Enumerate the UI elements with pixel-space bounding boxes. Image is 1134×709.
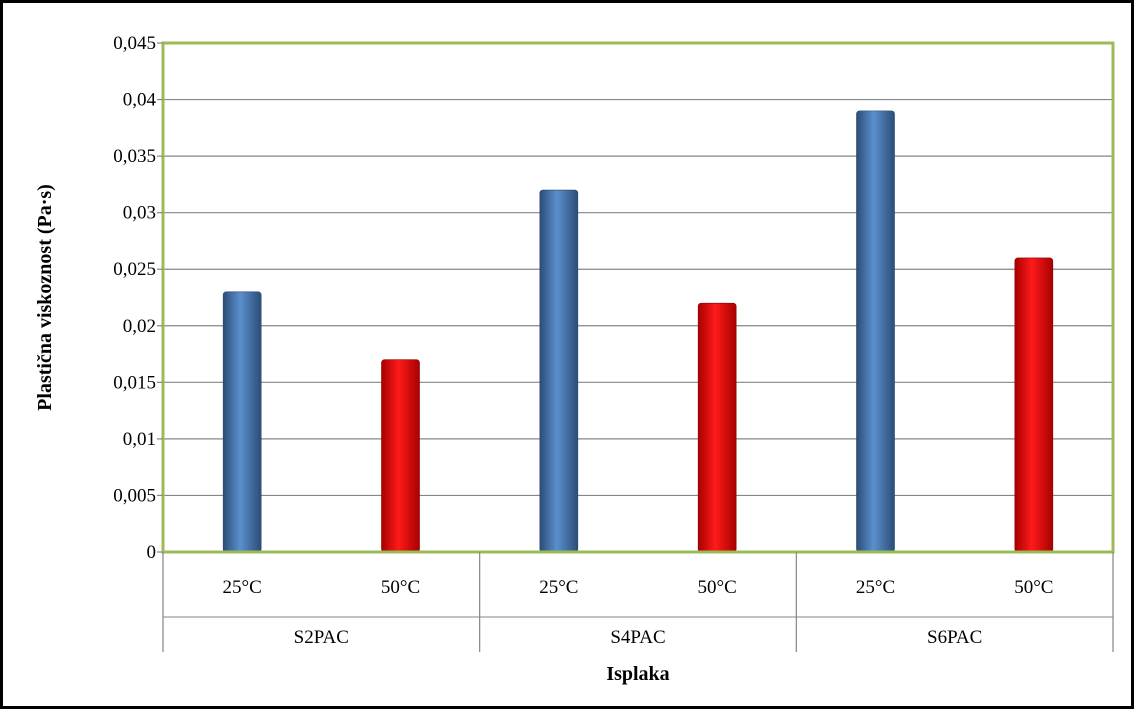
- y-tick-label: 0,045: [113, 33, 156, 54]
- x-tick-label: 25°C: [539, 577, 578, 598]
- x-tick-label: 50°C: [381, 577, 420, 598]
- y-tick-label: 0,035: [113, 146, 156, 167]
- y-tick-label: 0: [147, 542, 157, 563]
- bar: [381, 359, 420, 553]
- bars: [222, 110, 1054, 553]
- group-label: S6PAC: [927, 627, 982, 648]
- y-tick-label: 0,01: [123, 429, 156, 450]
- x-tick-label: 25°C: [223, 577, 262, 598]
- plot-area-border: [161, 41, 1115, 554]
- x-axis: 25°C 50°C 25°C 50°C 25°C 50°C S2PAC S4PAC S6PAC: [162, 552, 1114, 652]
- x-axis-title: Isplaka: [606, 663, 669, 685]
- group-label: S4PAC: [610, 627, 665, 648]
- y-axis-ticks: 0 0,005 0,01 0,015 0,02 0,025 0,03 0,035 0,04 0,0…: [113, 33, 163, 563]
- x-tick-label: 50°C: [698, 577, 737, 598]
- bar: [539, 189, 579, 553]
- y-tick-label: 0,005: [113, 485, 156, 506]
- x-tick-label: 25°C: [856, 577, 895, 598]
- gridlines: [163, 98, 1113, 497]
- bar: [222, 291, 262, 553]
- y-tick-label: 0,025: [113, 259, 156, 280]
- bar: [697, 302, 737, 553]
- y-tick-label: 0,02: [123, 316, 156, 337]
- x-tick-label: 50°C: [1014, 577, 1053, 598]
- bar: [856, 110, 895, 553]
- y-axis-title: Plastična viskoznost (Pa·s): [34, 184, 56, 411]
- y-tick-label: 0,04: [123, 90, 157, 111]
- group-label: S2PAC: [294, 627, 349, 648]
- y-tick-label: 0,015: [113, 372, 156, 393]
- bar: [1014, 257, 1054, 553]
- y-tick-label: 0,03: [123, 203, 156, 224]
